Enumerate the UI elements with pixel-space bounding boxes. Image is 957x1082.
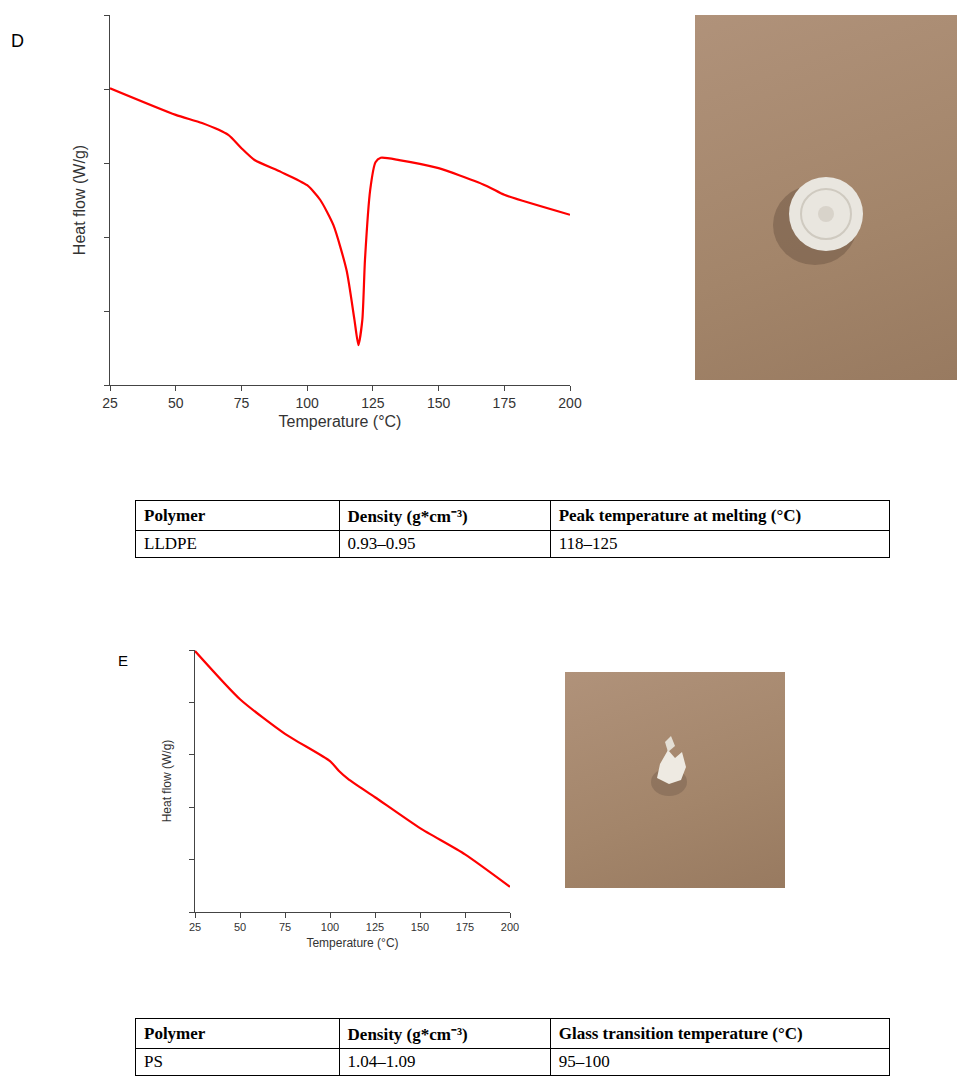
html-text:PS: PS (144, 1052, 163, 1071)
html-text:Polymer: Polymer (144, 1023, 206, 1043)
html-text:118–125: 118–125 (558, 534, 618, 553)
html-text:Glass transition temperature (: Glass transition temperature (°C) (558, 1023, 803, 1043)
html-text:Peak temperature at melting (°: Peak temperature at melting (°C) (558, 505, 802, 525)
svg-text:75: 75 (279, 921, 291, 933)
svg-text:200: 200 (558, 395, 582, 411)
svg-text:100: 100 (321, 921, 339, 933)
svg-text:Heat flow (W/g): Heat flow (W/g) (71, 145, 88, 255)
svg-text:Temperature (°C): Temperature (°C) (306, 936, 398, 950)
svg-text:100: 100 (295, 395, 319, 411)
svg-text:D: D (11, 31, 24, 51)
html-text:0.93–0.95: 0.93–0.95 (347, 534, 416, 553)
svg-text:175: 175 (456, 921, 474, 933)
html-text:95–100: 95–100 (558, 1052, 610, 1071)
html-text:Density (g*cm⁻³): Density (g*cm⁻³) (347, 507, 468, 526)
svg-text:175: 175 (493, 395, 517, 411)
html-text:1.04–1.09: 1.04–1.09 (347, 1052, 416, 1071)
svg-text:50: 50 (234, 921, 246, 933)
svg-text:150: 150 (427, 395, 451, 411)
html-text:Polymer: Polymer (144, 505, 206, 525)
svg-text:125: 125 (366, 921, 384, 933)
svg-text:200: 200 (501, 921, 519, 933)
svg-text:75: 75 (234, 395, 250, 411)
svg-text:25: 25 (189, 921, 201, 933)
html-text:LLDPE: LLDPE (144, 534, 197, 553)
svg-text:125: 125 (361, 395, 385, 411)
svg-text:Temperature (°C): Temperature (°C) (279, 413, 402, 430)
svg-text:25: 25 (102, 395, 118, 411)
html-text:Density (g*cm⁻³): Density (g*cm⁻³) (347, 1025, 468, 1044)
svg-text:E: E (118, 652, 128, 669)
svg-text:Heat flow (W/g): Heat flow (W/g) (160, 740, 174, 823)
svg-text:50: 50 (168, 395, 184, 411)
svg-text:150: 150 (411, 921, 429, 933)
